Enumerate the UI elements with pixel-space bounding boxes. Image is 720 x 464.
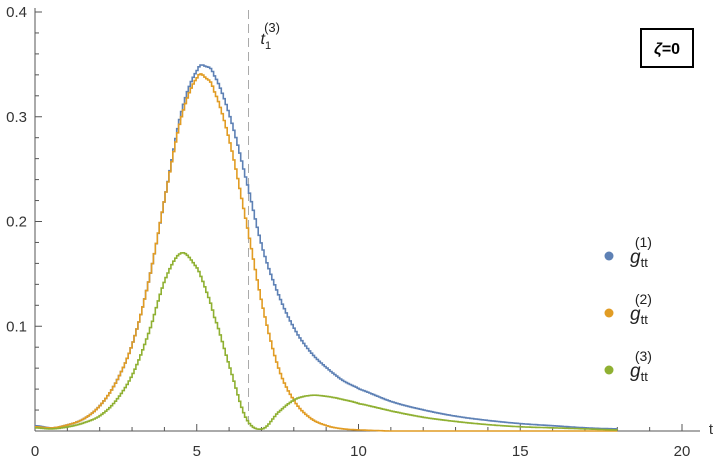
series-line-2 xyxy=(35,73,618,432)
legend-label-sup: (1) xyxy=(635,234,652,250)
annotation-symbol: ζ xyxy=(654,41,663,58)
reference-label-sub: 1 xyxy=(265,40,271,52)
series-group xyxy=(35,64,619,432)
x-tick-label: 5 xyxy=(193,443,201,460)
x-tick-label: 10 xyxy=(350,443,367,460)
x-tick-label: 0 xyxy=(31,443,39,460)
legend-label-1: gtt (1) xyxy=(630,234,652,270)
annotation-box xyxy=(640,28,694,68)
x-tick-label: 15 xyxy=(512,443,529,460)
legend-marker-3 xyxy=(604,365,614,375)
legend-label-base: g xyxy=(630,247,641,268)
x-axis-label: t xyxy=(709,421,714,438)
legend-label-base: g xyxy=(630,304,641,325)
legend-label-sup: (3) xyxy=(635,348,652,364)
legend-label-3: gtt (3) xyxy=(630,348,652,384)
series-line-1 xyxy=(35,64,618,430)
axes: 0 5 10 15 20 t 0.1 0.2 0.3 0.4 xyxy=(6,4,714,460)
legend-label-base: g xyxy=(630,361,641,382)
annotation-text: ζ=0 xyxy=(654,41,680,58)
legend-marker-2 xyxy=(604,308,614,318)
reference-label: t1 (3) xyxy=(261,20,280,52)
reference-label-sup: (3) xyxy=(264,20,280,35)
legend-label-sub: tt xyxy=(641,312,649,327)
annotation-value: =0 xyxy=(662,41,680,58)
annotation: ζ=0 xyxy=(640,28,694,68)
y-tick-label: 0.3 xyxy=(6,109,27,126)
reference-line-group: t1 (3) xyxy=(248,10,280,431)
series-line-3 xyxy=(35,252,619,431)
legend-label-sub: tt xyxy=(641,369,649,384)
reference-label-base: t xyxy=(261,31,266,48)
legend-marker-1 xyxy=(604,251,614,261)
legend: gtt(1)gtt(2)gtt(3) xyxy=(604,234,652,384)
x-tick-label: 20 xyxy=(674,443,691,460)
y-tick-label: 0.1 xyxy=(6,318,27,335)
legend-label-2: gtt (2) xyxy=(630,291,652,327)
legend-label-sub: tt xyxy=(641,255,649,270)
y-tick-label: 0.4 xyxy=(6,4,27,21)
y-tick-label: 0.2 xyxy=(6,214,27,231)
legend-label-sup: (2) xyxy=(635,291,652,307)
